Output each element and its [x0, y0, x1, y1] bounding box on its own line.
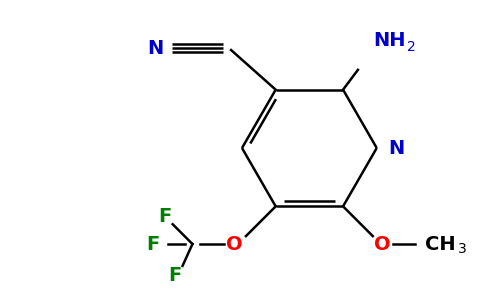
Text: CH: CH	[425, 235, 456, 254]
Text: 3: 3	[458, 242, 467, 256]
Text: O: O	[374, 235, 391, 254]
Text: O: O	[226, 235, 242, 254]
Text: N: N	[389, 139, 405, 158]
Text: F: F	[158, 207, 171, 226]
Text: NH: NH	[373, 31, 405, 50]
Text: N: N	[148, 39, 164, 58]
Text: 2: 2	[408, 40, 416, 54]
Text: F: F	[146, 235, 159, 254]
Text: F: F	[168, 266, 181, 285]
